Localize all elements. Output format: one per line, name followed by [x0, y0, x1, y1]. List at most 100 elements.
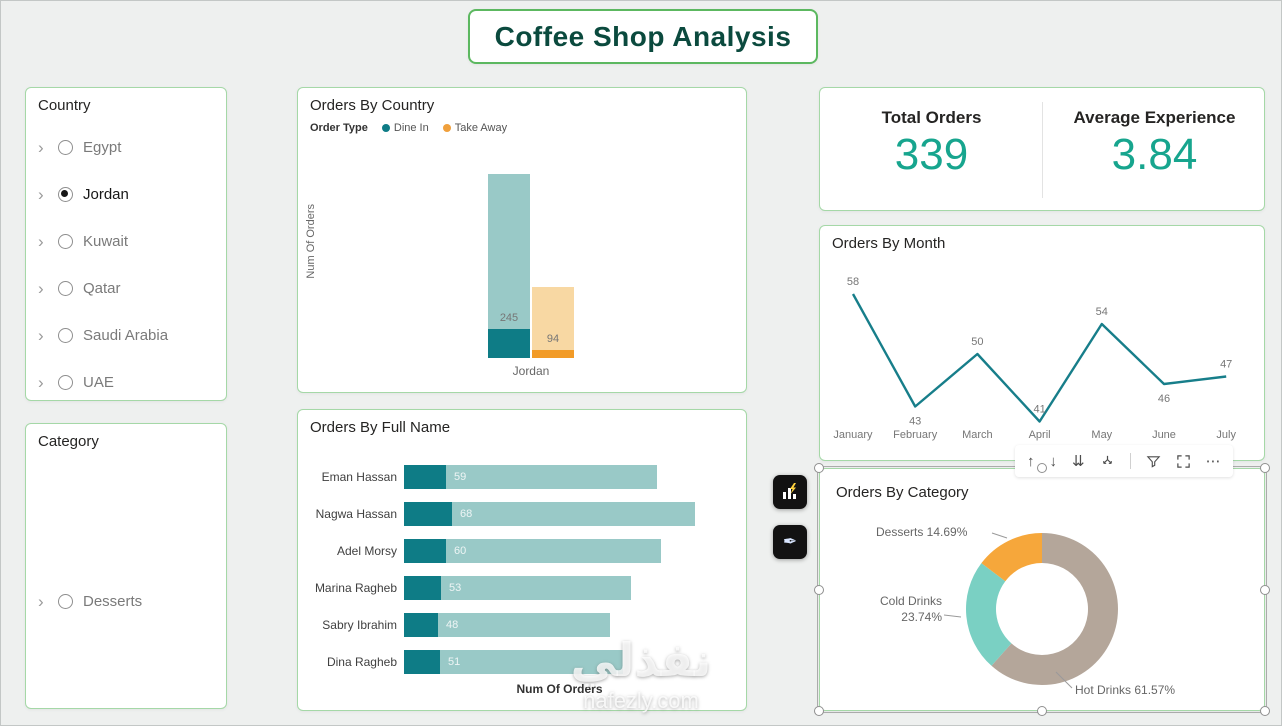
bar-value-label: 51: [448, 655, 461, 668]
radio-unselected-icon[interactable]: [58, 140, 73, 155]
bar-take-away[interactable]: [532, 287, 574, 350]
country-item-jordan[interactable]: › Jordan: [26, 171, 226, 218]
bar-value-label: 60: [454, 544, 467, 557]
bar-nagwa-hassan[interactable]: 68: [404, 501, 695, 526]
expand-chevron-icon[interactable]: ›: [38, 232, 44, 251]
radio-unselected-icon[interactable]: [58, 281, 73, 296]
x-axis-category-label: Jordan: [512, 364, 550, 378]
insights-button[interactable]: [773, 475, 807, 509]
bar-dine-in-highlight[interactable]: [488, 329, 530, 358]
selection-handle[interactable]: [1260, 706, 1270, 716]
selection-handle[interactable]: [1260, 584, 1270, 595]
label-leader-line: [943, 614, 962, 618]
point-value-label: 54: [1096, 306, 1108, 318]
desserts-slice-label: Desserts 14.69%: [876, 525, 968, 539]
orders-by-full-name-plot: Eman Hassan 59 Nagwa Hassan 68 Adel Morsy 60 M…: [298, 458, 746, 680]
selection-handle[interactable]: [814, 584, 824, 595]
fullname-row-adel-morsy: Adel Morsy 60: [298, 532, 746, 569]
bar-take-away-highlight[interactable]: [532, 350, 574, 358]
radio-unselected-icon[interactable]: [58, 594, 73, 609]
average-experience-value: 3.84: [1111, 130, 1198, 179]
hot-drinks-slice-label: Hot Drinks 61.57%: [1075, 683, 1176, 697]
drill-down-icon[interactable]: ↓: [1049, 452, 1058, 470]
bar-highlight[interactable]: [404, 538, 446, 563]
radio-unselected-icon[interactable]: [58, 234, 73, 249]
selection-handle[interactable]: [1037, 463, 1047, 473]
bar-highlight[interactable]: [404, 501, 452, 526]
expand-chevron-icon[interactable]: ›: [38, 185, 44, 204]
bar-adel-morsy[interactable]: 60: [404, 538, 661, 563]
more-options-icon[interactable]: ⋯: [1205, 452, 1221, 470]
country-item-qatar[interactable]: › Qatar: [26, 265, 226, 312]
expand-chevron-icon[interactable]: ›: [38, 326, 44, 345]
expand-chevron-icon[interactable]: ›: [38, 138, 44, 157]
bar-value-label: 48: [446, 618, 459, 631]
selection-handle[interactable]: [1037, 706, 1047, 716]
bar-highlight[interactable]: [404, 575, 441, 600]
selection-handle[interactable]: [814, 706, 824, 716]
month-axis-label: April: [1029, 429, 1051, 441]
point-value-label: 58: [847, 276, 859, 288]
point-value-label: 46: [1158, 393, 1170, 405]
orders-by-category-visual[interactable]: Orders By Category Desserts 14.69% Cold …: [814, 463, 1270, 716]
slicer-item-label: Desserts: [83, 593, 143, 610]
expand-chevron-icon[interactable]: ›: [38, 279, 44, 298]
orders-by-country-visual[interactable]: Orders By Country Order Type Dine In Take…: [297, 87, 747, 393]
bar-sabry-ibrahim[interactable]: 48: [404, 612, 610, 637]
category-item-desserts[interactable]: › Desserts: [26, 578, 226, 625]
legend-title: Order Type: [310, 122, 368, 134]
donut-slice-cold-drinks[interactable]: [966, 563, 1012, 666]
country-slicer-list: › Egypt › Jordan › Kuwait › Qatar › Saudi Arabia ›…: [26, 124, 226, 406]
bar-value-label: 59: [454, 470, 467, 483]
bar-highlight[interactable]: [404, 464, 446, 489]
label-leader-line: [1055, 671, 1073, 689]
bar-dine-in[interactable]: [488, 174, 530, 329]
bar-highlight[interactable]: [404, 649, 440, 674]
focus-mode-icon[interactable]: [1176, 454, 1191, 469]
kpi-card[interactable]: Total Orders 339 Average Experience 3.84: [819, 87, 1265, 211]
country-item-egypt[interactable]: › Egypt: [26, 124, 226, 171]
radio-selected-icon[interactable]: [58, 187, 73, 202]
orders-by-month-visual[interactable]: Orders By Month 58 January 43 February 50 Mar…: [819, 225, 1265, 461]
donut-slice-desserts[interactable]: [981, 533, 1042, 582]
expand-chevron-icon[interactable]: ›: [38, 592, 44, 611]
legend-item-take-away: Take Away: [442, 122, 507, 134]
cold-drinks-slice-label: Cold Drinks 23.74%: [879, 594, 942, 624]
country-item-kuwait[interactable]: › Kuwait: [26, 218, 226, 265]
bar-marina-ragheb[interactable]: 53: [404, 575, 631, 600]
drill-up-icon[interactable]: ↑: [1027, 452, 1035, 470]
country-item-saudi-arabia[interactable]: › Saudi Arabia: [26, 312, 226, 359]
orders-by-country-plot: 245 94 Jordan: [298, 88, 746, 392]
expand-all-icon[interactable]: [1100, 454, 1115, 469]
point-value-label: 43: [909, 416, 921, 428]
filter-icon[interactable]: [1146, 454, 1161, 469]
average-experience-label: Average Experience: [1073, 108, 1236, 127]
bar-dina-ragheb[interactable]: 51: [404, 649, 623, 674]
radio-unselected-icon[interactable]: [58, 328, 73, 343]
month-axis-label: March: [962, 429, 993, 441]
category-label: Marina Ragheb: [314, 580, 397, 595]
label-leader-line: [991, 532, 1008, 539]
slicer-item-label: Egypt: [83, 139, 122, 156]
legend-dot-icon: [381, 124, 390, 132]
order-type-legend: Order Type Dine In Take Away: [310, 122, 507, 134]
orders-by-full-name-visual[interactable]: Orders By Full Name Eman Hassan 59 Nagwa H…: [297, 409, 747, 711]
month-line[interactable]: [851, 293, 1227, 423]
category-slicer: Category › Desserts: [25, 423, 227, 709]
bar-highlight[interactable]: [404, 612, 438, 637]
pen-button[interactable]: ✒: [773, 525, 807, 559]
legend-item-dine-in: Dine In: [381, 122, 429, 134]
expand-chevron-icon[interactable]: ›: [38, 373, 44, 392]
donut-slice-hot-drinks[interactable]: [991, 533, 1118, 685]
go-to-next-level-icon[interactable]: ⇊: [1072, 452, 1085, 470]
selection-handle[interactable]: [1260, 463, 1270, 473]
country-slicer-title: Country: [38, 97, 91, 114]
country-item-uae[interactable]: › UAE: [26, 359, 226, 406]
selection-handle[interactable]: [814, 463, 824, 473]
slicer-item-label: Saudi Arabia: [83, 327, 169, 344]
category-label: Dina Ragheb: [326, 654, 397, 669]
radio-unselected-icon[interactable]: [58, 375, 73, 390]
category-label: Eman Hassan: [321, 469, 397, 484]
bar-eman-hassan[interactable]: 59: [404, 464, 657, 489]
